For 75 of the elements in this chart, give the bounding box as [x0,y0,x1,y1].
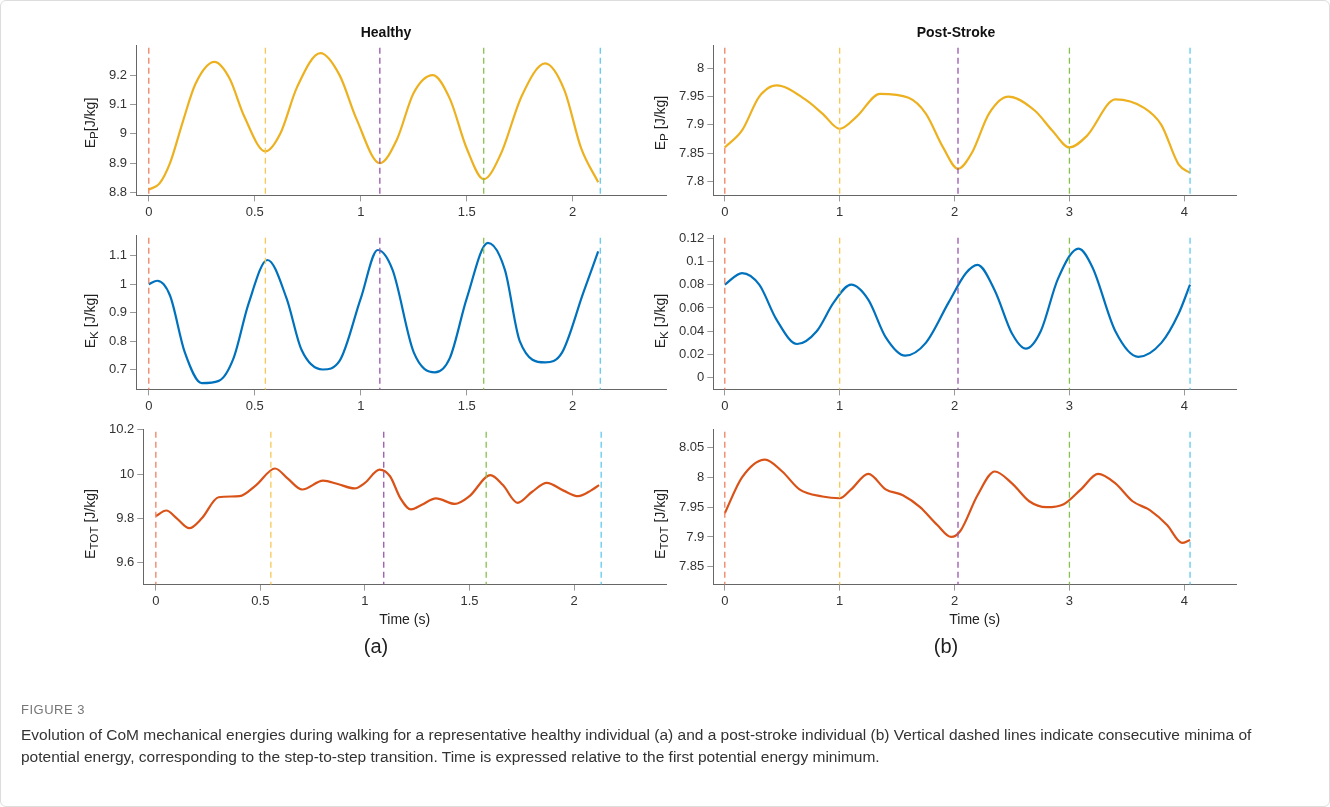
y-tick-label: 8.05 [678,439,705,455]
y-tick-label: 9.1 [108,96,128,112]
x-tick-label: 2 [569,397,577,413]
line-series [723,247,1192,358]
text: (b) [932,635,960,658]
line-series [147,52,600,191]
line-series [147,241,600,385]
x-tick-label: 0 [721,203,729,219]
x-tick-label: 1 [836,592,844,608]
x-axis-title: Time (s) [949,611,1001,628]
y-tick-label: 0.02 [678,346,705,362]
x-tick-label: 3 [1065,203,1074,219]
y-tick-label: 0 [697,369,705,385]
y-tick-label: 9 [119,125,128,141]
line-series [154,467,601,530]
x-tick-label: 2 [570,592,578,608]
y-tick-label: 9.6 [116,554,135,570]
text: Evolution of CoM mechanical energies during walking for a representative healthy individual (a) and a post-stroke individual (b) Vertical dashed lines indicate consecutive minima of potential energy, corresponding to the step-to-step transition. Time is expressed relative to the first potential energy minimum. [21,724,1253,768]
x-tick-label: 2 [569,203,577,219]
y-tick-label: 8.9 [108,154,128,170]
x-tick-label: 0.5 [251,592,270,608]
x-tick-label: 0 [152,592,160,608]
y-tick-label: 7.9 [686,116,705,132]
y-tick-label: 10.2 [108,421,135,437]
y-tick-label: 0.08 [678,276,705,292]
x-tick-label: 2 [950,592,959,608]
x-tick-label: 4 [1180,203,1188,219]
y-tick-label: 0.04 [678,322,705,338]
y-tick-label: 8 [697,469,705,485]
chart-title: Post-Stroke [916,24,996,41]
y-tick-label: 7.8 [686,172,705,188]
chart-title: Healthy [360,24,412,41]
y-tick-label: 7.85 [678,558,705,574]
x-tick-label: 1.5 [460,592,479,608]
line-series [723,458,1192,545]
x-tick-label: 2 [950,203,959,219]
x-tick-label: 4 [1180,592,1188,608]
y-tick-label: 0.12 [678,229,705,245]
y-tick-label: 1.1 [108,247,128,263]
x-tick-label: 3 [1065,397,1074,413]
y-tick-label: 0.7 [108,361,128,377]
x-tick-label: 1 [836,203,844,219]
y-tick-label: 9.2 [108,66,128,82]
x-tick-label: 1 [357,397,365,413]
x-tick-label: 0 [721,397,729,413]
y-tick-label: 7.85 [678,144,705,160]
line-series [723,84,1192,174]
y-tick-label: 7.95 [678,498,705,514]
y-tick-label: 8.8 [108,184,128,200]
x-tick-label: 2 [950,397,959,413]
x-tick-label: 1.5 [457,203,476,219]
caption: FIGURE 3 [21,701,86,719]
y-tick-label: 7.9 [686,528,705,544]
x-tick-label: 1 [836,397,844,413]
x-axis-title: Time (s) [379,611,431,628]
x-tick-label: 1 [361,592,369,608]
x-tick-label: 0.5 [245,203,264,219]
x-tick-label: 4 [1180,397,1188,413]
text: (a) [362,635,390,658]
y-tick-label: 0.1 [686,252,705,268]
y-tick-label: 9.8 [116,509,135,525]
x-tick-label: 3 [1065,592,1074,608]
y-tick-label: 8 [697,59,705,75]
x-tick-label: 0 [721,592,729,608]
y-tick-label: 0.9 [108,304,128,320]
y-tick-label: 0.06 [678,299,705,315]
x-tick-label: 0 [145,397,153,413]
x-tick-label: 1.5 [457,397,476,413]
y-tick-label: 0.8 [108,332,128,348]
y-tick-label: 7.95 [678,88,705,104]
y-tick-label: 1 [119,275,128,291]
x-tick-label: 1 [357,203,365,219]
y-tick-label: 10 [119,465,135,481]
x-tick-label: 0.5 [245,397,264,413]
x-tick-label: 0 [145,203,153,219]
